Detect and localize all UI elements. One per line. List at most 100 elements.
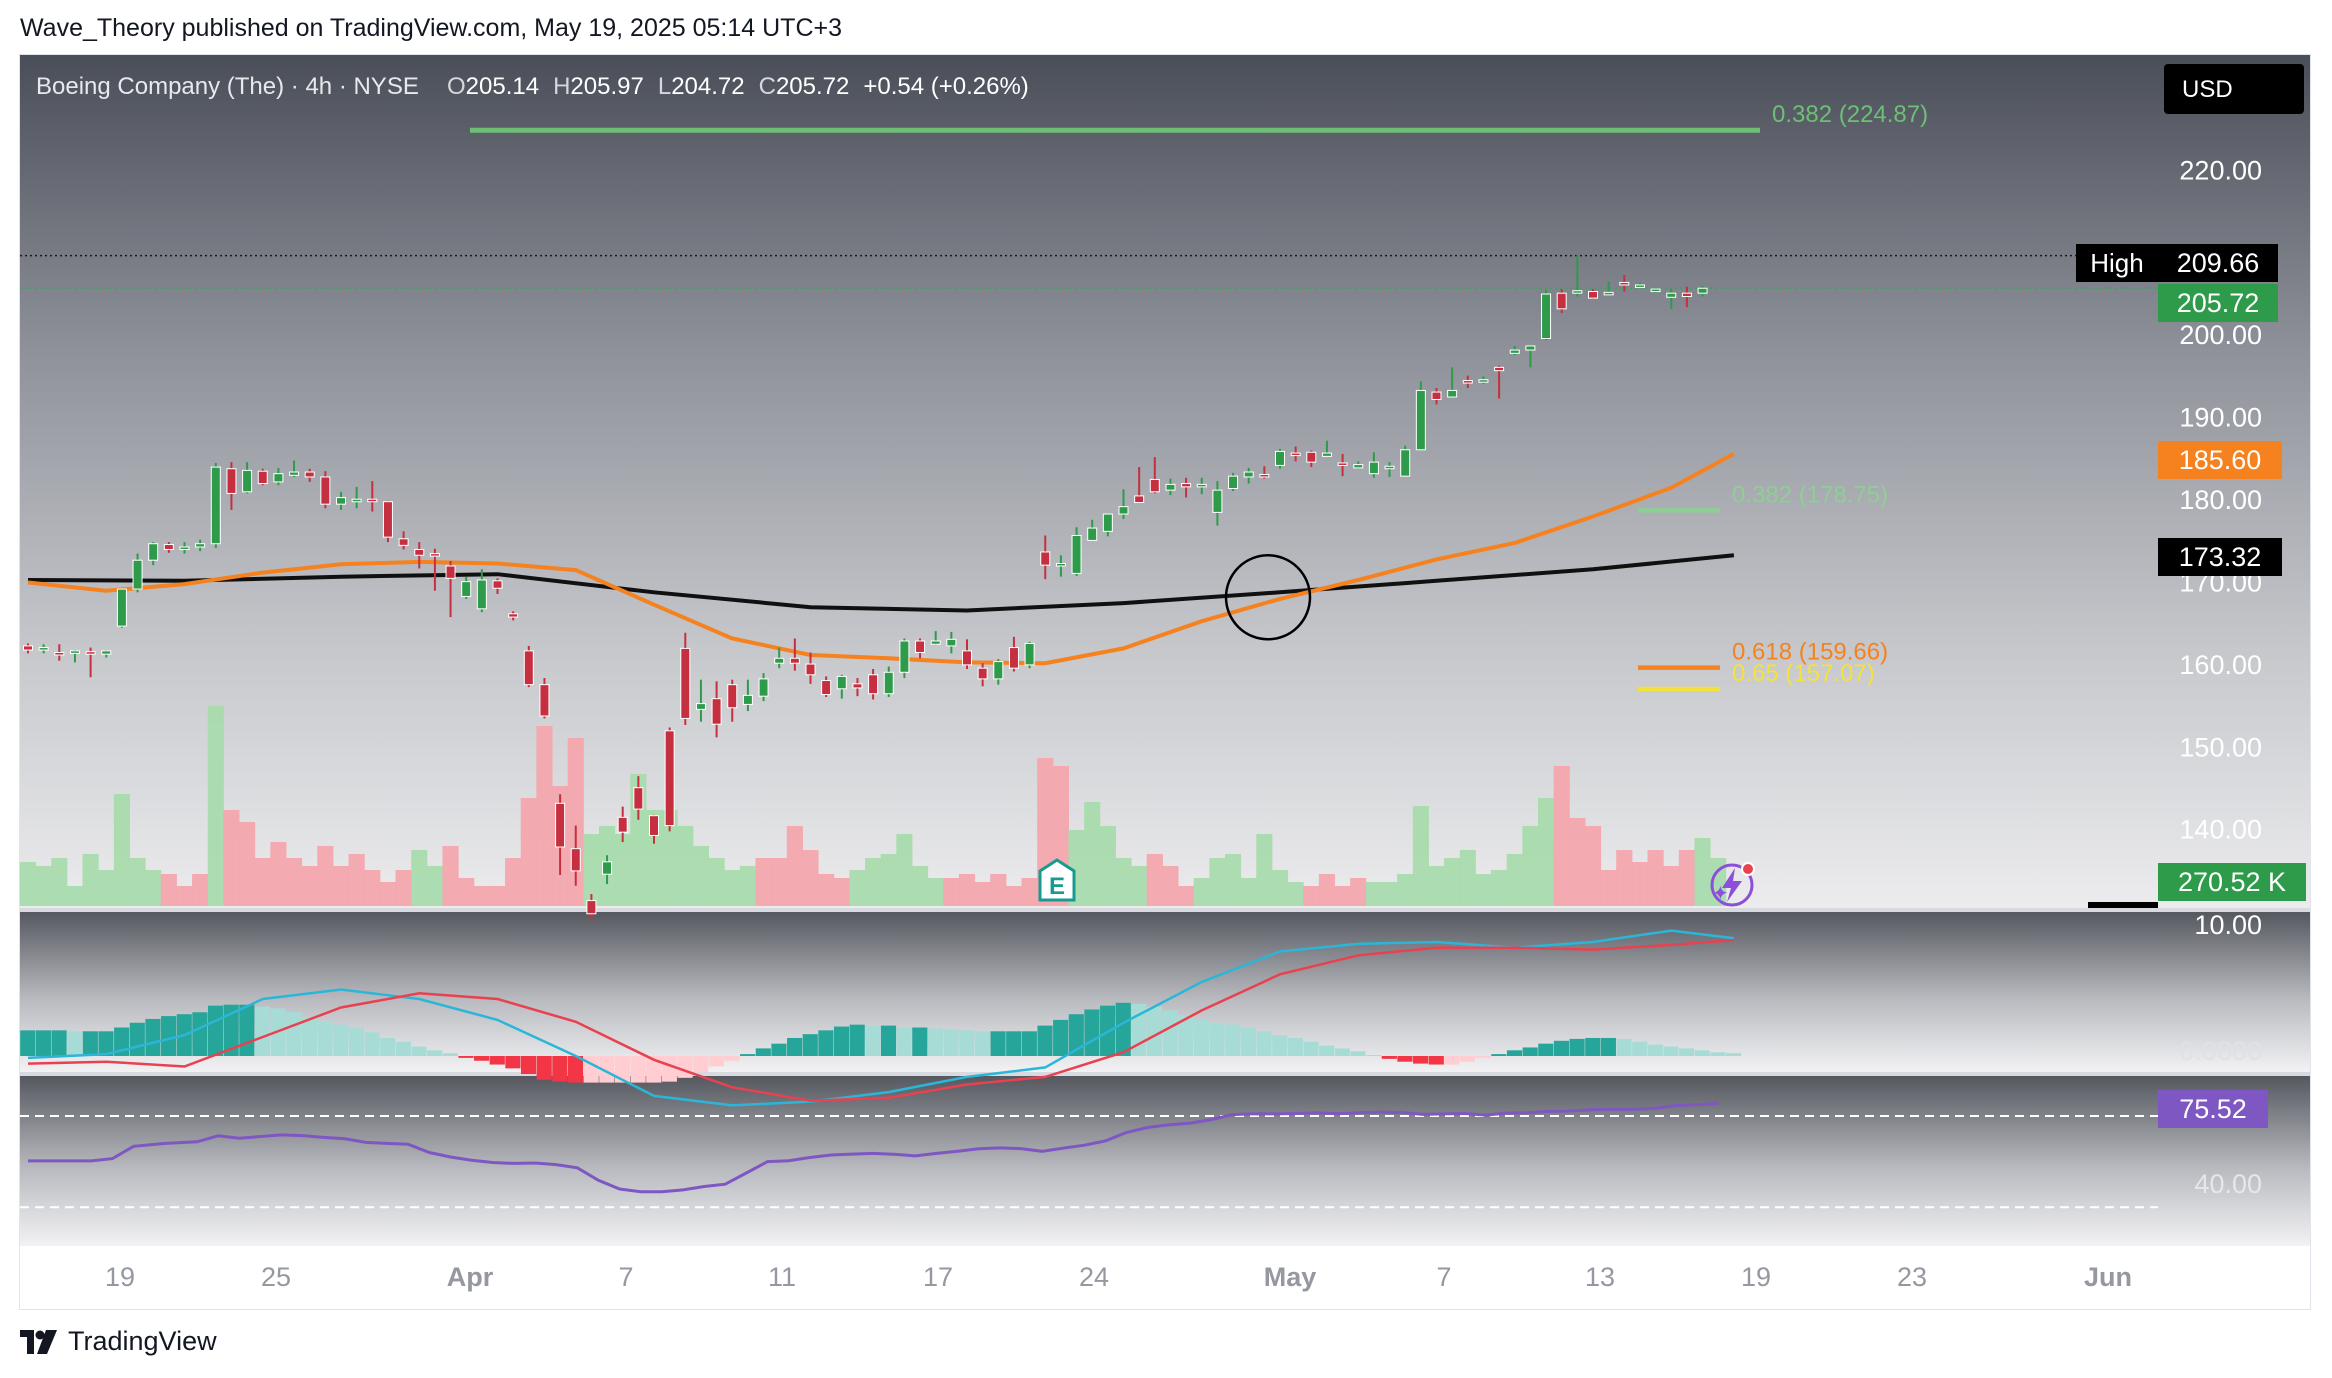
candle-body bbox=[1259, 473, 1270, 478]
legend-h-value: 205.97 bbox=[570, 73, 643, 100]
time-axis-label: Apr bbox=[447, 1262, 494, 1292]
chart-frame bbox=[19, 54, 2311, 1310]
candle-body bbox=[1697, 287, 1708, 294]
macd-histogram-bar bbox=[1553, 1040, 1570, 1056]
candle-body bbox=[836, 675, 847, 690]
time-axis-label: 7 bbox=[618, 1262, 633, 1292]
macd-histogram-bar bbox=[458, 1056, 474, 1058]
macd-histogram-bar bbox=[1616, 1038, 1632, 1056]
candle-body bbox=[946, 638, 957, 647]
time-axis-label: 7 bbox=[1436, 1262, 1451, 1292]
tradingview-logo[interactable]: TradingView bbox=[20, 1326, 217, 1357]
candle-body bbox=[476, 579, 487, 610]
candle-body bbox=[398, 538, 409, 546]
signal-line bbox=[27, 938, 1734, 1102]
candle-body bbox=[570, 848, 581, 872]
candle-body bbox=[1462, 380, 1473, 384]
candle-body bbox=[23, 645, 33, 651]
macd-histogram-bar bbox=[1272, 1035, 1288, 1056]
candle-body bbox=[1071, 534, 1082, 574]
macd-histogram-bar bbox=[129, 1022, 145, 1056]
candle-body bbox=[993, 661, 1004, 680]
legend-h-label: H bbox=[553, 73, 570, 100]
candle-body bbox=[774, 657, 785, 664]
candle-body bbox=[1650, 288, 1661, 293]
candle-body bbox=[210, 466, 221, 545]
macd-histogram-bar bbox=[1663, 1046, 1679, 1056]
ema-slow-value: 173.32 bbox=[2179, 542, 2262, 572]
price-axis-label: 180.00 bbox=[2179, 485, 2262, 515]
macd-histogram-bar bbox=[787, 1037, 803, 1056]
time-axis-label: Jun bbox=[2084, 1262, 2132, 1292]
candle-body bbox=[69, 650, 80, 654]
macd-histogram-bar bbox=[1225, 1024, 1241, 1056]
currency-button[interactable]: USD bbox=[2164, 64, 2304, 114]
candle-body bbox=[680, 647, 691, 719]
tradingview-logo-text[interactable]: TradingView bbox=[68, 1326, 217, 1356]
candle-body bbox=[805, 663, 816, 676]
currency-button-label[interactable]: USD bbox=[2182, 76, 2233, 103]
macd-histogram-bar bbox=[630, 1056, 646, 1083]
candle-body bbox=[1024, 642, 1035, 666]
candle-body bbox=[883, 671, 894, 695]
candle-body bbox=[586, 900, 597, 915]
candle-body bbox=[132, 559, 143, 590]
publisher-line: Wave_Theory published on TradingView.com… bbox=[20, 14, 842, 42]
macd-histogram-bar bbox=[1319, 1045, 1335, 1056]
candle-body bbox=[1087, 527, 1098, 541]
macd-histogram-bar bbox=[1679, 1048, 1695, 1056]
macd-histogram-bar bbox=[520, 1056, 537, 1075]
macd-histogram-bar bbox=[1647, 1044, 1663, 1056]
macd-histogram-bar bbox=[1444, 1056, 1460, 1065]
macd-histogram-bar bbox=[1569, 1038, 1585, 1056]
macd-histogram-bar bbox=[395, 1041, 411, 1056]
candle-body bbox=[727, 684, 738, 709]
candle-body bbox=[930, 640, 941, 645]
high-badge-value: 209.66 bbox=[2177, 248, 2260, 278]
main-pane-background bbox=[20, 55, 2310, 908]
fib-level-label: 0.618 (159.66) bbox=[1732, 639, 1888, 666]
macd-histogram-bar bbox=[1585, 1037, 1601, 1056]
macd-histogram-bar bbox=[802, 1034, 818, 1056]
earnings-marker[interactable]: E bbox=[1038, 858, 1076, 902]
rsi-badge: 75.52 bbox=[2158, 1090, 2268, 1128]
macd-histogram-bar bbox=[1037, 1025, 1053, 1056]
macd-histogram-bar bbox=[489, 1056, 505, 1065]
price-axis-label: 220.00 bbox=[2179, 155, 2262, 185]
candle-body bbox=[1619, 281, 1630, 286]
ideas-lightning-icon[interactable]: ✦ bbox=[1710, 862, 1755, 907]
candle-body bbox=[1055, 563, 1066, 567]
candle-body bbox=[664, 730, 675, 827]
axes-layer: 220.00200.00190.00180.00170.00160.00150.… bbox=[105, 155, 2262, 1292]
macd-histogram-bar bbox=[646, 1056, 662, 1083]
time-axis-label: 11 bbox=[768, 1262, 796, 1292]
rsi-layer bbox=[20, 1101, 2158, 1209]
candle-body bbox=[1447, 389, 1458, 398]
ema-fast-badge: 185.60 bbox=[2158, 441, 2282, 479]
price-axis-label: 200.00 bbox=[2179, 320, 2262, 350]
candle-body bbox=[1494, 366, 1505, 372]
candle-body bbox=[382, 501, 393, 538]
macd-histogram-bar bbox=[1287, 1037, 1303, 1056]
macd-histogram-bar bbox=[1538, 1043, 1554, 1056]
macd-histogram-bar bbox=[1006, 1031, 1022, 1056]
time-axis-label: 25 bbox=[261, 1262, 291, 1292]
legend-c-label: C bbox=[759, 73, 776, 100]
candle-body bbox=[1509, 349, 1520, 354]
candle-body bbox=[821, 680, 832, 696]
candle-body bbox=[742, 694, 753, 705]
earnings-marker-label[interactable]: E bbox=[1049, 873, 1065, 900]
candle-body bbox=[1118, 506, 1129, 515]
legend-l-label: L bbox=[658, 73, 671, 100]
macd-histogram-bar bbox=[1350, 1051, 1366, 1056]
candle-body bbox=[1666, 292, 1677, 298]
candle-body bbox=[1040, 551, 1051, 566]
candle-body bbox=[492, 580, 503, 589]
line-layer bbox=[20, 254, 2158, 666]
candle-body bbox=[1556, 292, 1567, 310]
time-axis-label: 13 bbox=[1585, 1262, 1615, 1292]
candle-body bbox=[1603, 291, 1614, 296]
macd-histogram-bar bbox=[1632, 1041, 1648, 1056]
macd-histogram-bar bbox=[20, 1030, 36, 1056]
